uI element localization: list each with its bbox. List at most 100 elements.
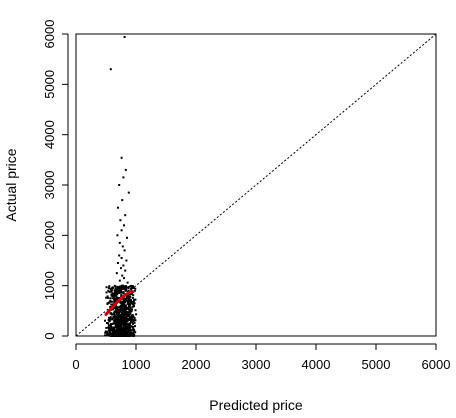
data-point (123, 317, 126, 320)
data-point (124, 330, 127, 332)
data-point (134, 309, 137, 312)
data-point (123, 304, 126, 307)
data-point (109, 316, 112, 319)
data-point (127, 191, 130, 194)
data-point (125, 259, 128, 262)
data-point (125, 314, 127, 317)
data-point (115, 321, 117, 324)
data-point (123, 301, 126, 304)
data-point (118, 241, 121, 244)
data-point (113, 328, 116, 331)
data-point (133, 305, 135, 308)
data-point (106, 322, 108, 324)
data-point (111, 323, 114, 325)
data-point (117, 206, 119, 209)
data-point (118, 331, 121, 334)
x-tick-label: 4000 (302, 357, 331, 372)
data-point (113, 326, 116, 329)
data-point (111, 317, 114, 320)
data-point (121, 300, 123, 303)
data-point (110, 300, 113, 303)
data-point (111, 313, 114, 316)
data-point (123, 332, 126, 335)
data-point (108, 301, 111, 304)
data-point (120, 156, 123, 159)
data-point (131, 318, 134, 321)
x-tick-label: 6000 (422, 357, 451, 372)
data-point (129, 329, 132, 332)
data-point (114, 286, 117, 289)
data-point (126, 281, 129, 284)
y-tick-label: 5000 (42, 70, 57, 99)
data-point (124, 269, 127, 272)
data-point (109, 317, 112, 320)
data-point (123, 335, 126, 337)
data-point (116, 334, 119, 337)
data-point (119, 301, 122, 304)
data-point (133, 328, 135, 331)
data-point (130, 287, 133, 290)
data-point (127, 311, 130, 314)
data-point (109, 306, 112, 308)
data-point (122, 312, 125, 315)
data-point (114, 334, 117, 337)
data-point (111, 292, 114, 295)
data-point (132, 286, 135, 289)
data-point (135, 313, 138, 316)
data-point (122, 304, 125, 307)
data-point (125, 335, 128, 337)
data-point (128, 310, 131, 313)
data-point (112, 292, 115, 295)
data-point (120, 313, 122, 316)
data-point (119, 307, 122, 309)
data-point (117, 335, 120, 337)
data-point (113, 315, 116, 318)
data-point (117, 310, 120, 313)
data-point (115, 318, 118, 321)
data-point (117, 320, 120, 323)
data-point (116, 293, 119, 296)
data-point (119, 309, 122, 312)
data-point (121, 323, 123, 326)
data-point (110, 294, 113, 297)
data-point (121, 317, 124, 320)
data-point (131, 321, 134, 324)
data-point (113, 297, 115, 300)
data-point (115, 306, 118, 309)
data-point (125, 313, 128, 316)
data-point (130, 320, 133, 323)
data-point (113, 311, 116, 314)
data-point (129, 331, 132, 334)
data-point (132, 301, 135, 303)
data-point (129, 299, 132, 302)
data-point (109, 333, 112, 335)
data-point (117, 262, 119, 264)
data-point (131, 285, 134, 288)
data-point (118, 279, 121, 282)
data-point (127, 300, 130, 303)
data-point (128, 328, 131, 330)
data-point (123, 286, 126, 289)
data-point (128, 319, 131, 321)
data-point (122, 176, 125, 179)
data-point (120, 229, 123, 232)
data-point (120, 291, 122, 294)
y-tick-label: 1000 (42, 271, 57, 300)
data-point (125, 296, 128, 298)
x-tick-label: 3000 (242, 357, 271, 372)
data-point (130, 309, 133, 312)
data-point (113, 299, 116, 302)
data-point (118, 288, 121, 291)
data-point (117, 289, 120, 292)
data-point (122, 320, 125, 323)
data-point (118, 308, 121, 311)
data-point (131, 296, 134, 299)
data-point (116, 322, 119, 325)
data-point (127, 334, 130, 337)
data-point (124, 168, 127, 171)
data-point (129, 295, 132, 298)
data-point (123, 303, 126, 306)
data-points (104, 36, 138, 337)
data-point (105, 326, 108, 329)
x-axis-title: Predicted price (209, 397, 303, 413)
